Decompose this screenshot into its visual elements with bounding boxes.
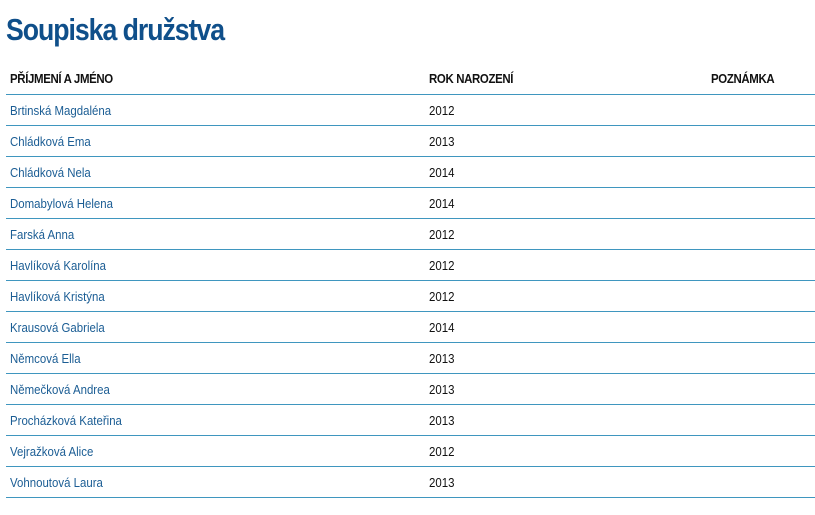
note-cell xyxy=(707,249,815,281)
column-header-name-label: PŘÍJMENÍ A JMÉNO xyxy=(10,71,113,86)
note-cell xyxy=(707,404,815,436)
roster-table-header: PŘÍJMENÍ A JMÉNO ROK NAROZENÍ POZNÁMKA xyxy=(6,63,815,95)
table-row: Chládková Nela 2014 xyxy=(6,156,815,188)
birth-year-value: 2012 xyxy=(429,102,455,118)
note-cell xyxy=(707,311,815,343)
player-name-cell[interactable]: Farská Anna xyxy=(6,218,425,250)
page-title: Soupiska družstva xyxy=(6,12,225,47)
table-row: Farská Anna 2012 xyxy=(6,218,815,250)
table-row: Chládková Ema 2013 xyxy=(6,125,815,157)
player-name-link[interactable]: Vohnoutová Laura xyxy=(10,474,103,490)
note-cell xyxy=(707,435,815,467)
birth-year-cell: 2014 xyxy=(425,156,707,188)
player-name-link[interactable]: Chládková Nela xyxy=(10,164,91,180)
note-cell xyxy=(707,280,815,312)
table-row: Vohnoutová Laura 2013 xyxy=(6,466,815,498)
note-cell xyxy=(707,94,815,126)
roster-section: Soupiska družstva PŘÍJMENÍ A JMÉNO ROK N… xyxy=(6,8,815,498)
table-row: Brtinská Magdaléna 2012 xyxy=(6,94,815,126)
table-row: Krausová Gabriela 2014 xyxy=(6,311,815,343)
header-row: PŘÍJMENÍ A JMÉNO ROK NAROZENÍ POZNÁMKA xyxy=(6,63,815,95)
birth-year-cell: 2013 xyxy=(425,342,707,374)
player-name-cell[interactable]: Němcová Ella xyxy=(6,342,425,374)
birth-year-cell: 2014 xyxy=(425,311,707,343)
column-header-name: PŘÍJMENÍ A JMÉNO xyxy=(6,63,425,95)
roster-table-body: Brtinská Magdaléna 2012 Chládková Ema 2013 C… xyxy=(6,94,815,498)
table-row: Domabylová Helena 2014 xyxy=(6,187,815,219)
player-name-link[interactable]: Krausová Gabriela xyxy=(10,319,105,335)
birth-year-value: 2012 xyxy=(429,226,455,242)
player-name-link[interactable]: Havlíková Karolína xyxy=(10,257,107,273)
note-cell xyxy=(707,187,815,219)
player-name-cell[interactable]: Chládková Nela xyxy=(6,156,425,188)
note-cell xyxy=(707,466,815,498)
birth-year-cell: 2012 xyxy=(425,94,707,126)
player-name-link[interactable]: Němcová Ella xyxy=(10,350,81,366)
player-name-cell[interactable]: Brtinská Magdaléna xyxy=(6,94,425,126)
note-cell xyxy=(707,342,815,374)
player-name-cell[interactable]: Havlíková Kristýna xyxy=(6,280,425,312)
birth-year-cell: 2012 xyxy=(425,435,707,467)
birth-year-value: 2013 xyxy=(429,412,455,428)
player-name-link[interactable]: Domabylová Helena xyxy=(10,195,114,211)
birth-year-cell: 2012 xyxy=(425,218,707,250)
player-name-link[interactable]: Chládková Ema xyxy=(10,133,91,149)
table-row: Procházková Kateřina 2013 xyxy=(6,404,815,436)
birth-year-cell: 2013 xyxy=(425,125,707,157)
player-name-cell[interactable]: Vejražková Alice xyxy=(6,435,425,467)
table-row: Němečková Andrea 2013 xyxy=(6,373,815,405)
note-cell xyxy=(707,156,815,188)
column-header-year-label: ROK NAROZENÍ xyxy=(429,71,514,86)
table-row: Němcová Ella 2013 xyxy=(6,342,815,374)
birth-year-value: 2012 xyxy=(429,288,455,304)
player-name-cell[interactable]: Havlíková Karolína xyxy=(6,249,425,281)
note-cell xyxy=(707,373,815,405)
player-name-cell[interactable]: Domabylová Helena xyxy=(6,187,425,219)
roster-table: PŘÍJMENÍ A JMÉNO ROK NAROZENÍ POZNÁMKA B… xyxy=(6,63,815,498)
birth-year-value: 2014 xyxy=(429,319,455,335)
player-name-link[interactable]: Farská Anna xyxy=(10,226,75,242)
birth-year-value: 2012 xyxy=(429,443,455,459)
note-cell xyxy=(707,125,815,157)
player-name-link[interactable]: Němečková Andrea xyxy=(10,381,110,397)
note-cell xyxy=(707,218,815,250)
player-name-link[interactable]: Procházková Kateřina xyxy=(10,412,122,428)
player-name-cell[interactable]: Procházková Kateřina xyxy=(6,404,425,436)
player-name-cell[interactable]: Němečková Andrea xyxy=(6,373,425,405)
player-name-cell[interactable]: Chládková Ema xyxy=(6,125,425,157)
birth-year-value: 2013 xyxy=(429,133,455,149)
player-name-link[interactable]: Havlíková Kristýna xyxy=(10,288,105,304)
birth-year-cell: 2014 xyxy=(425,187,707,219)
birth-year-value: 2013 xyxy=(429,381,455,397)
column-header-note-label: POZNÁMKA xyxy=(711,71,775,86)
player-name-link[interactable]: Brtinská Magdaléna xyxy=(10,102,112,118)
birth-year-cell: 2012 xyxy=(425,280,707,312)
birth-year-cell: 2013 xyxy=(425,466,707,498)
column-header-note: POZNÁMKA xyxy=(707,63,815,95)
birth-year-cell: 2012 xyxy=(425,249,707,281)
table-row: Havlíková Kristýna 2012 xyxy=(6,280,815,312)
birth-year-value: 2013 xyxy=(429,474,455,490)
birth-year-value: 2013 xyxy=(429,350,455,366)
table-row: Vejražková Alice 2012 xyxy=(6,435,815,467)
birth-year-value: 2014 xyxy=(429,195,455,211)
birth-year-cell: 2013 xyxy=(425,404,707,436)
birth-year-cell: 2013 xyxy=(425,373,707,405)
birth-year-value: 2012 xyxy=(429,257,455,273)
table-row: Havlíková Karolína 2012 xyxy=(6,249,815,281)
player-name-cell[interactable]: Vohnoutová Laura xyxy=(6,466,425,498)
player-name-cell[interactable]: Krausová Gabriela xyxy=(6,311,425,343)
birth-year-value: 2014 xyxy=(429,164,455,180)
player-name-link[interactable]: Vejražková Alice xyxy=(10,443,94,459)
column-header-year: ROK NAROZENÍ xyxy=(425,63,707,95)
